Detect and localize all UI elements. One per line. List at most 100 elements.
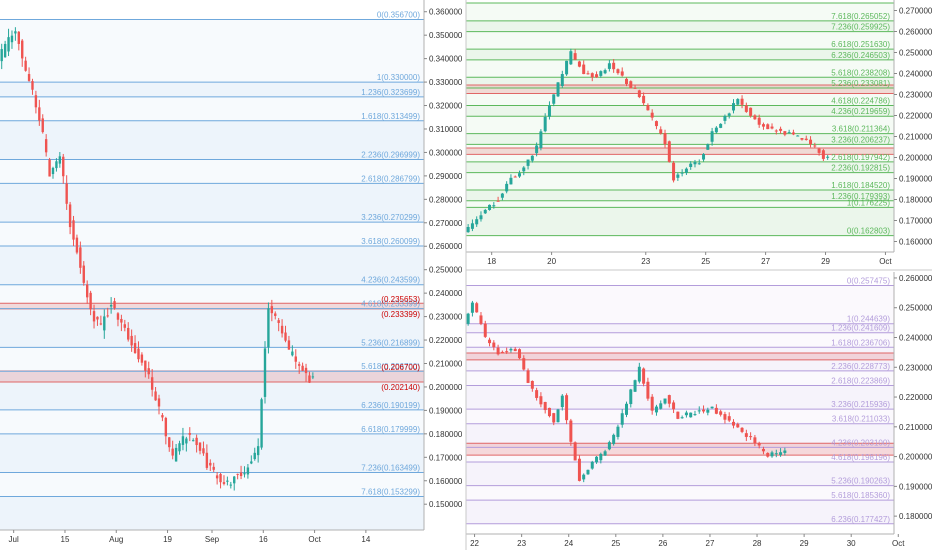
- candle-body: [236, 473, 239, 475]
- candle-body: [522, 167, 526, 172]
- candle-body: [161, 415, 164, 418]
- panel-top-right: 7.618(0.265052) 7.236(0.259925) 6.618(0.25…: [466, 0, 932, 266]
- candle-body: [586, 469, 590, 475]
- y-tick-label: 0.160000: [429, 477, 463, 486]
- candle-body: [229, 484, 233, 486]
- candle-body: [757, 117, 761, 125]
- x-tick-label: 27: [706, 539, 715, 548]
- candle-body: [174, 447, 178, 462]
- candle-body: [744, 105, 748, 112]
- candle-body: [659, 129, 663, 134]
- y-tick-label: 0.200000: [899, 453, 932, 462]
- candle-body: [14, 31, 17, 34]
- candle-body: [509, 177, 513, 185]
- fib-level-label: 5.236(0.233081): [831, 79, 890, 88]
- fib-zone: [0, 120, 424, 160]
- candle-body: [488, 339, 492, 344]
- candle-body: [21, 40, 24, 59]
- candle-body: [62, 156, 65, 177]
- candle-body: [79, 247, 82, 268]
- fib-level-label: 4.618(0.233399): [361, 300, 420, 309]
- fib-zone: [0, 284, 424, 309]
- candle-body: [744, 433, 748, 437]
- fib-zone: [466, 190, 894, 201]
- candle-body: [595, 74, 599, 78]
- candle-body: [488, 204, 492, 210]
- y-tick-label: 0.220000: [899, 393, 932, 402]
- y-tick-label: 0.240000: [429, 289, 463, 298]
- candle-body: [723, 116, 727, 121]
- candle-body: [253, 452, 256, 460]
- candle-body: [612, 434, 616, 444]
- candle-body: [642, 95, 646, 104]
- candle-body: [582, 64, 586, 75]
- fib-zone: [466, 133, 894, 145]
- y-tick-label: 0.150000: [429, 500, 463, 509]
- candle-body: [513, 348, 517, 352]
- fib-zone: [466, 200, 894, 208]
- candle-body: [168, 437, 171, 448]
- y-tick-label: 0.260000: [429, 242, 463, 251]
- candle-body: [547, 407, 551, 417]
- fib-level-label: 4.236(0.203100): [831, 438, 890, 447]
- y-tick-label: 0.290000: [429, 172, 463, 181]
- fib-level-label: 2.618(0.286799): [361, 174, 420, 183]
- fib-zone: [466, 385, 894, 410]
- candle-body: [821, 150, 825, 159]
- fib-level-label: 6.618(0.179999): [361, 425, 420, 434]
- candle-body: [642, 368, 646, 384]
- candle-body: [697, 410, 701, 412]
- fib-level-label: 0(0.356700): [377, 10, 420, 19]
- candle-body: [573, 53, 577, 60]
- fib-zone: [466, 31, 894, 50]
- candle-body: [291, 351, 294, 356]
- fib-zone: [466, 49, 894, 60]
- candle-body: [667, 395, 671, 404]
- candle-body: [256, 446, 260, 456]
- candle-body: [103, 316, 106, 331]
- candle-body: [552, 94, 556, 104]
- y-tick-label: 0.280000: [429, 195, 463, 204]
- x-tick-label: 22: [470, 539, 479, 548]
- candle-body: [689, 412, 693, 418]
- panel-left: 0(0.356700) 1(0.330000) 1.236(0.323699) 1.6…: [0, 0, 463, 544]
- x-tick-label: 16: [259, 535, 268, 544]
- candle-body: [496, 347, 500, 355]
- fib-level-label: 7.236(0.163499): [361, 464, 420, 473]
- candle-body: [796, 135, 800, 137]
- candle-body: [301, 365, 304, 371]
- y-tick-label: 0.230000: [899, 91, 932, 100]
- y-tick-label: 0.270000: [429, 219, 463, 228]
- candle-body: [99, 323, 103, 325]
- y-tick-label: 0.250000: [899, 49, 932, 58]
- fib-zone: [0, 96, 424, 121]
- candle-body: [629, 389, 633, 405]
- y-tick-label: 0.210000: [899, 423, 932, 432]
- y-tick-label: 0.260000: [899, 28, 932, 37]
- candle-body: [535, 145, 539, 154]
- fib-level-label: 2.618(0.223869): [831, 377, 890, 386]
- candle-body: [714, 127, 718, 133]
- candle-body: [702, 154, 706, 160]
- candle-body: [770, 126, 774, 129]
- candle-body: [530, 155, 534, 161]
- fib-level-label: 3.236(0.270299): [361, 213, 420, 222]
- candle-body: [82, 265, 85, 283]
- fib-zone: [0, 222, 424, 247]
- candle-body: [475, 219, 479, 225]
- y-tick-label: 0.180000: [429, 430, 463, 439]
- y-tick-label: 0.230000: [899, 363, 932, 372]
- candle-body: [68, 204, 72, 228]
- candle-body: [55, 161, 58, 169]
- candle-body: [556, 409, 560, 423]
- plot-area: [466, 2, 894, 237]
- candle-body: [518, 173, 521, 177]
- candle-body: [297, 364, 301, 366]
- fib-zone: [466, 409, 894, 424]
- resistance-band: [0, 303, 424, 309]
- candle-body: [787, 132, 791, 134]
- candle-body: [689, 163, 693, 167]
- y-tick-label: 0.170000: [899, 217, 932, 226]
- candle-body: [753, 115, 757, 120]
- fib-zone: [0, 409, 424, 434]
